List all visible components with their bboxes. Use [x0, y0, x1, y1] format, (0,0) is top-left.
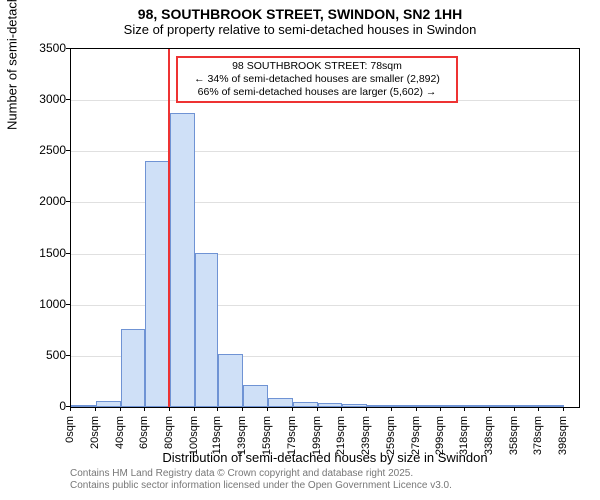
y-tick-label: 500	[26, 348, 66, 362]
y-tick-label: 0	[26, 399, 66, 413]
chart-subtitle: Size of property relative to semi-detach…	[0, 22, 600, 41]
y-tick-mark	[66, 99, 70, 100]
x-tick-mark	[267, 407, 268, 411]
x-tick-mark	[341, 407, 342, 411]
x-tick-mark	[391, 407, 392, 411]
histogram-bar	[367, 405, 392, 407]
x-tick-mark	[366, 407, 367, 411]
y-tick-label: 2000	[26, 194, 66, 208]
y-tick-mark	[66, 355, 70, 356]
x-tick-mark	[169, 407, 170, 411]
footer-line-1: Contains HM Land Registry data © Crown c…	[70, 468, 452, 480]
y-tick-mark	[66, 253, 70, 254]
x-tick-mark	[242, 407, 243, 411]
x-tick-mark	[563, 407, 564, 411]
histogram-bar	[121, 329, 146, 407]
x-tick-mark	[514, 407, 515, 411]
histogram-bar	[195, 253, 219, 407]
y-tick-label: 3000	[26, 92, 66, 106]
histogram-bar	[268, 398, 293, 407]
histogram-bar	[342, 404, 367, 407]
marker-line	[168, 49, 170, 407]
footer-attribution: Contains HM Land Registry data © Crown c…	[70, 468, 452, 492]
histogram-bar	[417, 405, 442, 407]
x-tick-mark	[292, 407, 293, 411]
x-tick-mark	[538, 407, 539, 411]
x-tick-mark	[217, 407, 218, 411]
histogram-bar	[465, 405, 490, 407]
x-tick-mark	[464, 407, 465, 411]
histogram-bar	[441, 405, 465, 407]
annotation-line: 66% of semi-detached houses are larger (…	[183, 86, 451, 99]
y-tick-label: 2500	[26, 143, 66, 157]
histogram-bar	[96, 401, 121, 407]
histogram-bar	[392, 405, 417, 407]
histogram-bar	[170, 113, 195, 407]
histogram-bar	[293, 402, 318, 407]
y-tick-mark	[66, 48, 70, 49]
gridline	[71, 151, 579, 152]
y-tick-mark	[66, 201, 70, 202]
y-tick-label: 1000	[26, 297, 66, 311]
histogram-bar	[539, 405, 564, 407]
histogram-bar	[218, 354, 243, 407]
x-tick-mark	[120, 407, 121, 411]
histogram-bar	[318, 403, 343, 407]
x-tick-mark	[144, 407, 145, 411]
y-tick-label: 3500	[26, 41, 66, 55]
x-tick-mark	[416, 407, 417, 411]
y-tick-mark	[66, 304, 70, 305]
x-axis-label: Distribution of semi-detached houses by …	[70, 450, 580, 465]
x-tick-mark	[440, 407, 441, 411]
chart-title: 98, SOUTHBROOK STREET, SWINDON, SN2 1HH	[0, 0, 600, 22]
x-tick-mark	[95, 407, 96, 411]
x-tick-mark	[489, 407, 490, 411]
annotation-line: 98 SOUTHBROOK STREET: 78sqm	[183, 60, 451, 73]
annotation-line: ← 34% of semi-detached houses are smalle…	[183, 73, 451, 86]
histogram-bar	[490, 405, 515, 407]
histogram-bar	[515, 405, 540, 407]
x-tick-mark	[70, 407, 71, 411]
histogram-bar	[145, 161, 170, 408]
y-axis-label: Number of semi-detached properties	[5, 0, 20, 130]
histogram-bar	[243, 385, 268, 408]
footer-line-2: Contains public sector information licen…	[70, 480, 452, 492]
annotation-box: 98 SOUTHBROOK STREET: 78sqm← 34% of semi…	[176, 56, 458, 103]
chart-container: 98, SOUTHBROOK STREET, SWINDON, SN2 1HH …	[0, 0, 600, 500]
x-tick-mark	[317, 407, 318, 411]
y-tick-mark	[66, 150, 70, 151]
y-tick-label: 1500	[26, 246, 66, 260]
x-tick-mark	[194, 407, 195, 411]
plot-area: 98 SOUTHBROOK STREET: 78sqm← 34% of semi…	[70, 48, 580, 408]
histogram-bar	[71, 405, 96, 407]
